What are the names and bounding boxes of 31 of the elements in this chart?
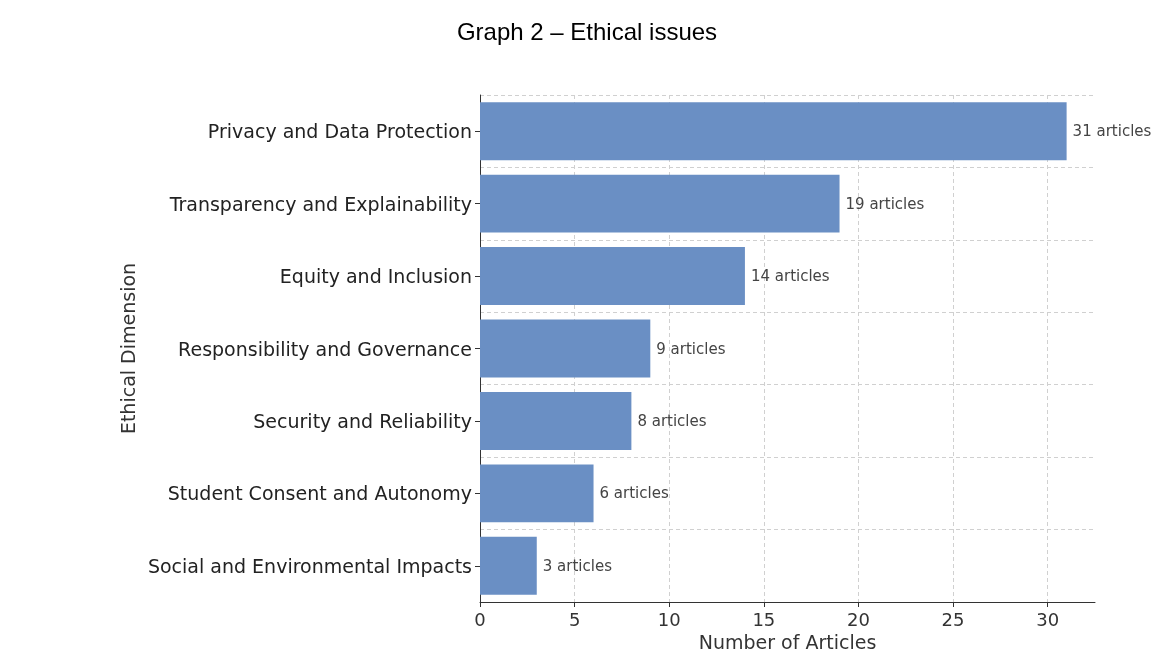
y-tick-label: Privacy and Data Protection	[207, 120, 472, 143]
chart-title: Graph 2 – Ethical issues	[456, 17, 718, 45]
y-tick-label: Responsibility and Governance	[178, 337, 472, 360]
x-tick-label: 25	[941, 608, 965, 630]
data-label: 19 articles	[845, 194, 925, 213]
y-tick-label: Transparency and Explainability	[168, 192, 472, 215]
bar	[480, 536, 537, 595]
data-label: 31 articles	[1072, 122, 1152, 141]
x-tick-label: 5	[568, 608, 581, 630]
bar	[480, 319, 651, 378]
y-tick-label: Student Consent and Autonomy	[167, 482, 472, 505]
y-tick-label: Equity and Inclusion	[279, 265, 472, 288]
y-axis-title: Ethical Dimension	[116, 262, 139, 435]
x-tick-label: 0	[474, 608, 486, 630]
y-tick-label: Social and Environmental Impacts	[147, 554, 472, 577]
x-axis-title: Number of Articles	[698, 631, 877, 654]
x-tick-label: 15	[752, 608, 776, 630]
bar	[480, 102, 1067, 161]
bar	[480, 464, 594, 523]
x-tick-label: 10	[657, 608, 681, 630]
bar	[480, 247, 745, 306]
x-tick-label: 30	[1036, 608, 1060, 630]
bar	[480, 391, 632, 450]
data-label: 3 articles	[542, 556, 613, 575]
data-label: 14 articles	[750, 267, 830, 286]
data-label: 8 articles	[637, 411, 707, 430]
data-label: 6 articles	[599, 484, 669, 503]
x-tick-label: 20	[847, 608, 870, 630]
bar	[480, 174, 840, 233]
data-label: 9 articles	[656, 339, 726, 358]
y-tick-label: Security and Reliability	[253, 409, 472, 432]
